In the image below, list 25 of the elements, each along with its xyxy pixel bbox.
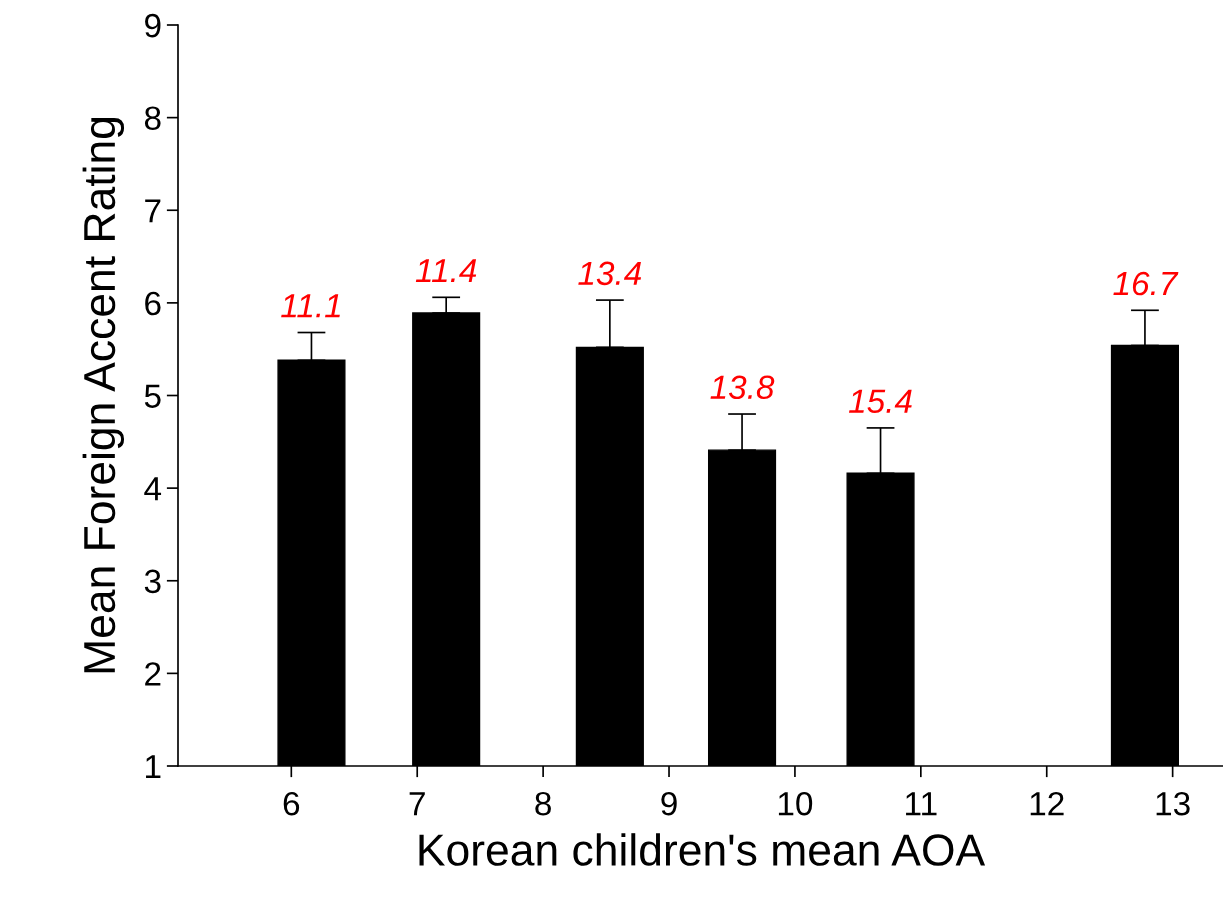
annotation: 16.7 — [1113, 271, 1179, 296]
y-tick-label: 5 — [144, 384, 161, 408]
annotation: 13.4 — [578, 261, 642, 286]
annotation: 11.4 — [415, 259, 477, 283]
x-tick-label: 7 — [409, 792, 425, 816]
y-tick-label: 8 — [144, 106, 161, 131]
x-tick-label: 13 — [1156, 791, 1190, 816]
x-tick-label: 11 — [906, 792, 937, 816]
annotation: 15.4 — [848, 389, 912, 413]
y-tick-label: 6 — [145, 291, 161, 316]
x-tick-label: 12 — [1030, 791, 1064, 816]
x-tick-label: 8 — [535, 791, 551, 816]
y-tick-label: 1 — [146, 755, 161, 779]
y-tick-label: 2 — [145, 662, 161, 686]
y-tick-label: 3 — [144, 569, 161, 594]
y-axis-title: Mean Foreign Accent Rating — [82, 117, 125, 673]
x-tick-label: 9 — [661, 791, 677, 816]
annotation: 11.1 — [281, 294, 340, 318]
x-tick-label: 10 — [778, 791, 813, 816]
y-tick-label: 9 — [145, 13, 161, 38]
y-tick-label: 7 — [145, 199, 161, 223]
annotation: 13.8 — [710, 375, 775, 400]
y-tick-label: 4 — [144, 477, 162, 501]
x-axis-title: Korean children's mean AOA — [419, 833, 986, 866]
x-tick-label: 6 — [283, 791, 300, 816]
